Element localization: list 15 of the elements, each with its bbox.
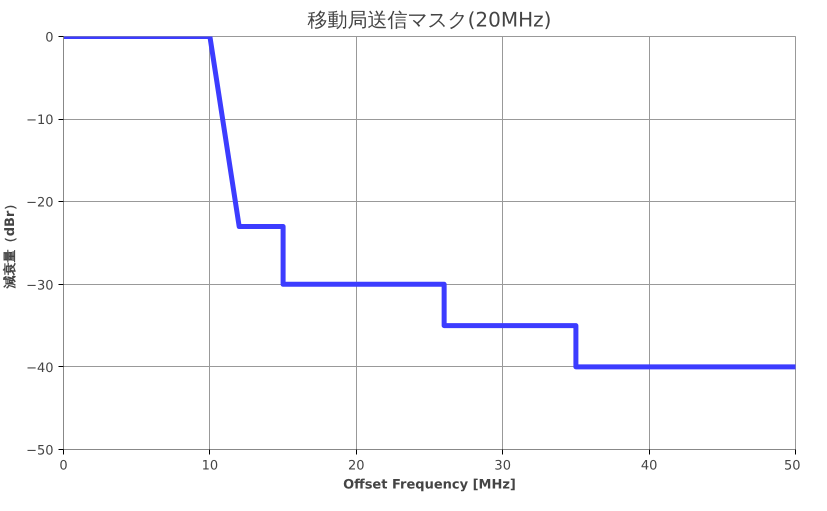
x-tick-label: 0 <box>59 458 68 474</box>
y-tick-label: −30 <box>26 278 54 294</box>
x-axis-title: Offset Frequency [MHz] <box>343 478 516 492</box>
y-tick-label: −20 <box>26 196 54 211</box>
y-tick-label: −40 <box>26 360 54 376</box>
y-tick-label: 0 <box>45 30 54 46</box>
x-tick-label: 10 <box>202 458 218 474</box>
x-tick-label: 40 <box>640 458 658 474</box>
y-tick-label: −50 <box>26 444 54 458</box>
chart-title: 移動局送信マスク(20MHz) <box>308 8 552 32</box>
y-axis-title: 減衰量（dBr） <box>2 198 18 290</box>
x-tick-label: 50 <box>784 458 801 474</box>
y-tick-label: −10 <box>26 113 54 128</box>
x-tick-label: 20 <box>348 458 365 474</box>
x-tick-label: 30 <box>494 458 511 474</box>
